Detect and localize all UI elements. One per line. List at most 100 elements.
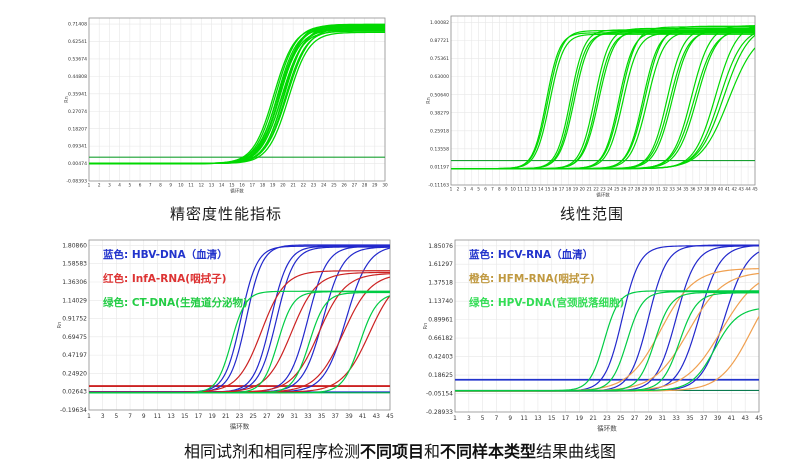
x-axis-label: 循环数 [597, 424, 617, 433]
svg-text:16: 16 [239, 183, 245, 188]
legend-item: 绿色: HPV-DNA(宫颈脱落细胞) [469, 296, 624, 309]
svg-text:1.00082: 1.00082 [430, 20, 449, 26]
svg-text:15: 15 [545, 187, 551, 192]
svg-text:29: 29 [372, 183, 378, 188]
svg-text:0.75361: 0.75361 [430, 56, 449, 62]
svg-text:43: 43 [741, 416, 749, 422]
svg-text:7: 7 [128, 414, 132, 420]
svg-text:1: 1 [450, 187, 453, 192]
svg-text:0.35941: 0.35941 [68, 91, 87, 97]
amplification-curve [89, 29, 385, 165]
svg-text:1.37518: 1.37518 [428, 280, 453, 287]
y-tick-labels: 1.85076 1.61297 1.37518 1.13740 0.89961 0.661… [426, 243, 453, 416]
svg-text:2: 2 [457, 187, 460, 192]
svg-text:38: 38 [704, 187, 710, 192]
svg-text:21: 21 [222, 414, 230, 420]
svg-text:44: 44 [745, 187, 751, 192]
legend-item: 绿色: CT-DNA(生殖道分泌物) [103, 296, 248, 309]
svg-text:33: 33 [672, 416, 680, 422]
svg-text:13: 13 [209, 183, 215, 188]
svg-text:42: 42 [732, 187, 738, 192]
svg-text:24: 24 [321, 183, 327, 188]
x-axis-label: 循环数 [230, 188, 244, 195]
svg-text:19: 19 [208, 414, 216, 420]
svg-text:27: 27 [628, 187, 634, 192]
y-tick-labels: 0.71408 0.62541 0.53674 0.44808 0.35941 0.270… [66, 22, 87, 185]
svg-text:3: 3 [108, 183, 111, 188]
y-axis-label: Rn [423, 323, 429, 330]
svg-text:30: 30 [382, 183, 388, 188]
svg-text:0.87721: 0.87721 [430, 38, 449, 44]
svg-text:3: 3 [101, 414, 105, 420]
svg-text:1.36306: 1.36306 [62, 279, 87, 286]
figure-caption: 相同试剂和相同程序检测不同项目和不同样本类型结果曲线图 [0, 438, 800, 462]
x-axis-label: 循环数 [596, 192, 610, 199]
svg-text:0.71408: 0.71408 [68, 22, 87, 28]
svg-text:25: 25 [249, 414, 257, 420]
svg-text:12: 12 [199, 183, 205, 188]
svg-text:27: 27 [352, 183, 358, 188]
svg-text:0.62541: 0.62541 [68, 39, 87, 45]
svg-text:21: 21 [589, 416, 597, 422]
amplification-curve [89, 24, 385, 165]
svg-text:26: 26 [342, 183, 348, 188]
svg-text:28: 28 [362, 183, 368, 188]
svg-text:-0.19634: -0.19634 [60, 407, 87, 414]
svg-text:31: 31 [656, 187, 662, 192]
series-curves [451, 25, 755, 170]
svg-text:41: 41 [728, 416, 736, 422]
svg-text:6: 6 [484, 187, 487, 192]
svg-text:0.47197: 0.47197 [62, 352, 87, 359]
svg-text:33: 33 [304, 414, 312, 420]
chart-svg: 1.85076 1.61297 1.37518 1.13740 0.89961 0.661… [423, 239, 763, 433]
svg-text:37: 37 [332, 414, 340, 420]
svg-text:0.38279: 0.38279 [430, 110, 449, 116]
svg-text:22: 22 [593, 187, 599, 192]
svg-text:17: 17 [250, 183, 256, 188]
y-tick-labels: 1.00082 0.87721 0.75361 0.63000 0.50640 0.382… [428, 20, 449, 188]
svg-text:34: 34 [676, 187, 682, 192]
y-axis-label: Rn [64, 96, 70, 103]
legend-item: 蓝色: HCV-RNA（血清） [469, 248, 593, 261]
svg-text:7: 7 [491, 187, 494, 192]
caption-part: 相同试剂和相同程序检测 [183, 444, 360, 461]
svg-text:15: 15 [548, 416, 556, 422]
svg-text:10: 10 [178, 183, 184, 188]
svg-text:27: 27 [263, 414, 271, 420]
plot-border [454, 239, 760, 413]
svg-text:13: 13 [531, 187, 537, 192]
svg-text:45: 45 [752, 187, 758, 192]
gridlines [88, 18, 386, 182]
svg-text:0.63000: 0.63000 [430, 74, 449, 80]
svg-text:35: 35 [318, 414, 326, 420]
svg-text:43: 43 [373, 414, 381, 420]
svg-text:13: 13 [167, 414, 175, 420]
y-axis-label: Rn [57, 322, 63, 329]
y-tick-labels: 1.80860 1.58583 1.36306 1.14029 0.91752 0.694… [60, 242, 87, 413]
chart-svg: 0.71408 0.62541 0.53674 0.44808 0.35941 0.270… [64, 17, 388, 195]
svg-text:12: 12 [524, 187, 530, 192]
x-tick-labels: 1 3 5 7 9 11 13 15 17 19 21 23 25 27 29 31 33 35 37 39 41 43 4… [453, 416, 763, 422]
x-tick-labels: 1 2 3 4 5 6 7 8 9 10 11 12 13 14 15 16 17 18 19 20 21 22 23 24 2… [88, 183, 388, 188]
svg-text:1.13740: 1.13740 [428, 298, 453, 305]
svg-text:25: 25 [617, 416, 625, 422]
svg-text:41: 41 [359, 414, 367, 420]
amplification-curve [89, 31, 385, 165]
svg-text:23: 23 [603, 416, 611, 422]
amplification-curve [89, 30, 385, 165]
svg-text:18: 18 [566, 187, 572, 192]
svg-text:28: 28 [635, 187, 641, 192]
svg-text:14: 14 [538, 187, 544, 192]
amplification-curve [89, 27, 385, 165]
legend: 蓝色: HCV-RNA（血清） 橙色: HFM-RNA(咽拭子) 绿色: HPV-D… [469, 248, 624, 309]
series-curves [89, 244, 390, 394]
svg-text:0.42403: 0.42403 [428, 354, 453, 361]
svg-text:11: 11 [520, 416, 528, 422]
amplification-curve [89, 295, 390, 394]
svg-text:3: 3 [463, 187, 466, 192]
chart-svg: 1.80860 1.58583 1.36306 1.14029 0.91752 0.694… [57, 239, 394, 431]
linear-range-chart: 1.00082 0.87721 0.75361 0.63000 0.50640 0.382… [424, 10, 760, 199]
svg-text:35: 35 [686, 416, 694, 422]
svg-text:0.89961: 0.89961 [428, 317, 453, 324]
svg-text:30: 30 [649, 187, 655, 192]
